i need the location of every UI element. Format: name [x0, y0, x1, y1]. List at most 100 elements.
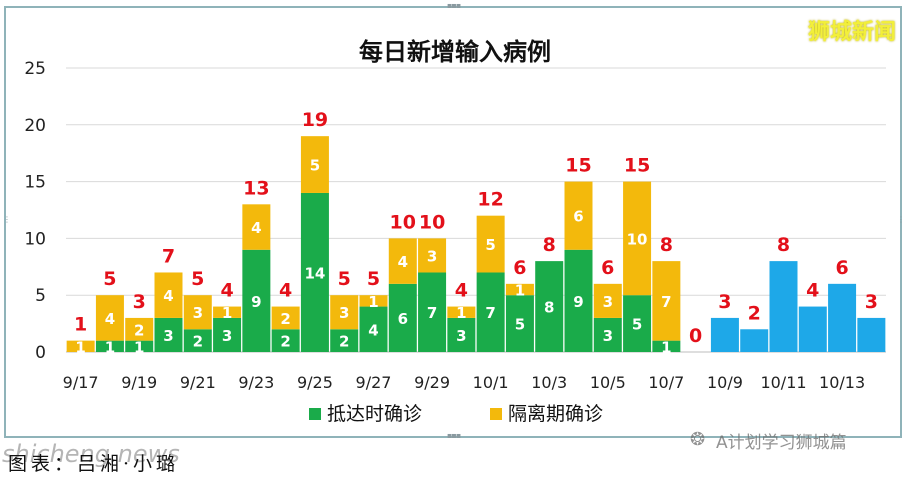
bar-arrival: [505, 295, 534, 352]
segment-label-quarantine: 3: [339, 304, 349, 322]
segment-label-quarantine: 3: [193, 304, 203, 322]
segment-label-arrival: 7: [485, 304, 495, 322]
total-label: 3: [718, 291, 731, 313]
total-label: 5: [338, 268, 351, 290]
total-label: 10: [390, 211, 416, 233]
segment-label-quarantine: 10: [627, 230, 648, 248]
brand-logo-text: 狮城新闻: [807, 20, 896, 45]
x-tick-label: 9/21: [180, 373, 216, 392]
total-label: 15: [565, 155, 591, 177]
bar-quarantine: [183, 295, 212, 330]
bar-arrival: [593, 317, 622, 352]
segment-label-quarantine: 4: [105, 310, 115, 328]
bar-arrival: [388, 283, 417, 352]
total-label: 1: [74, 314, 87, 336]
chart-caption: 图表：吕湘·小璐: [8, 453, 180, 475]
resize-handle-bottom[interactable]: ▪▪▪: [447, 431, 461, 440]
segment-label-quarantine: 3: [427, 247, 437, 265]
resize-handle-right[interactable]: ⋮: [897, 215, 905, 224]
bar-arrival: [242, 249, 271, 352]
total-label: 2: [748, 302, 761, 324]
segment-label-quarantine: 7: [661, 293, 671, 311]
chart-title: 每日新增输入病例: [359, 38, 551, 66]
bar-arrival: [125, 340, 154, 352]
bar-arrival: [213, 317, 242, 352]
legend-label-quarantine: 隔离期确诊: [508, 403, 603, 425]
x-tick-label: 10/11: [760, 373, 806, 392]
x-tick-label: 10/7: [648, 373, 684, 392]
segment-label-quarantine: 4: [163, 287, 173, 305]
bar-quarantine: [242, 204, 271, 250]
segment-label-arrival: 14: [304, 264, 325, 282]
bar-arrival: [154, 317, 183, 352]
bar-community: [710, 317, 739, 352]
wechat-icon: ❂: [690, 429, 706, 450]
segment-label-arrival: 9: [251, 293, 261, 311]
segment-label-arrival: 5: [632, 316, 642, 334]
bar-community: [769, 261, 798, 352]
bar-arrival: [447, 317, 476, 352]
total-label: 3: [133, 291, 146, 313]
bar-quarantine: [359, 295, 388, 307]
bar-quarantine: [66, 340, 95, 352]
total-label: 15: [624, 155, 650, 177]
bar-community: [857, 317, 886, 352]
bar-community: [828, 283, 857, 352]
bar-quarantine: [154, 272, 183, 318]
bar-quarantine: [476, 215, 505, 273]
total-label: 6: [601, 257, 614, 279]
x-tick-label: 9/19: [121, 373, 157, 392]
bar-arrival: [183, 329, 212, 352]
total-label: 13: [243, 177, 269, 199]
bar-quarantine: [213, 306, 242, 318]
total-label: 4: [279, 280, 292, 302]
legend-swatch-quarantine: [490, 408, 502, 420]
total-label: 10: [419, 211, 445, 233]
bar-quarantine: [95, 295, 124, 341]
bar-arrival: [95, 340, 124, 352]
total-label: 12: [477, 189, 503, 211]
total-label: 6: [835, 257, 848, 279]
x-tick-label: 9/29: [414, 373, 450, 392]
bar-quarantine: [564, 181, 593, 250]
total-label: 5: [103, 268, 116, 290]
segment-label-quarantine: 5: [310, 157, 320, 175]
total-label: 7: [162, 245, 175, 267]
segment-label-quarantine: 4: [251, 219, 261, 237]
bar-quarantine: [418, 238, 447, 273]
bar-community: [798, 306, 827, 352]
segment-label-quarantine: 1: [515, 282, 525, 300]
bar-quarantine: [271, 306, 300, 330]
bar-arrival: [359, 306, 388, 352]
x-tick-label: 10/13: [819, 373, 865, 392]
segment-label-quarantine: 1: [222, 304, 232, 322]
segment-label-arrival: 4: [368, 321, 378, 339]
segment-label-quarantine: 2: [134, 321, 144, 339]
total-label: 0: [689, 325, 702, 347]
bar-arrival: [476, 272, 505, 352]
legend: 抵达时确诊 隔离期确诊: [309, 403, 603, 425]
bar-quarantine: [125, 317, 154, 341]
bar-arrival: [418, 272, 447, 352]
resize-handle-left[interactable]: ⋮: [3, 215, 11, 224]
bar-arrival: [271, 329, 300, 352]
total-label: 4: [806, 280, 819, 302]
legend-label-arrival: 抵达时确诊: [327, 403, 422, 425]
segment-label-arrival: 3: [163, 327, 173, 345]
total-label: 8: [660, 234, 673, 256]
x-tick-label: 10/9: [707, 373, 743, 392]
segment-label-quarantine: 6: [573, 208, 583, 226]
bar-quarantine: [300, 136, 329, 193]
y-tick-label: 15: [24, 173, 46, 193]
segment-label-arrival: 3: [456, 327, 466, 345]
resize-handle-top[interactable]: ▪▪▪: [447, 1, 461, 10]
bar-quarantine: [593, 283, 622, 318]
y-tick-label: 5: [35, 286, 46, 306]
account-watermark: A计划学习狮城篇: [716, 433, 847, 453]
total-label: 4: [455, 280, 468, 302]
bar-quarantine: [652, 261, 681, 341]
segment-label-quarantine: 1: [368, 293, 378, 311]
x-tick-label: 9/25: [297, 373, 333, 392]
bar-arrival: [535, 261, 564, 352]
segment-label-arrival: 3: [222, 327, 232, 345]
